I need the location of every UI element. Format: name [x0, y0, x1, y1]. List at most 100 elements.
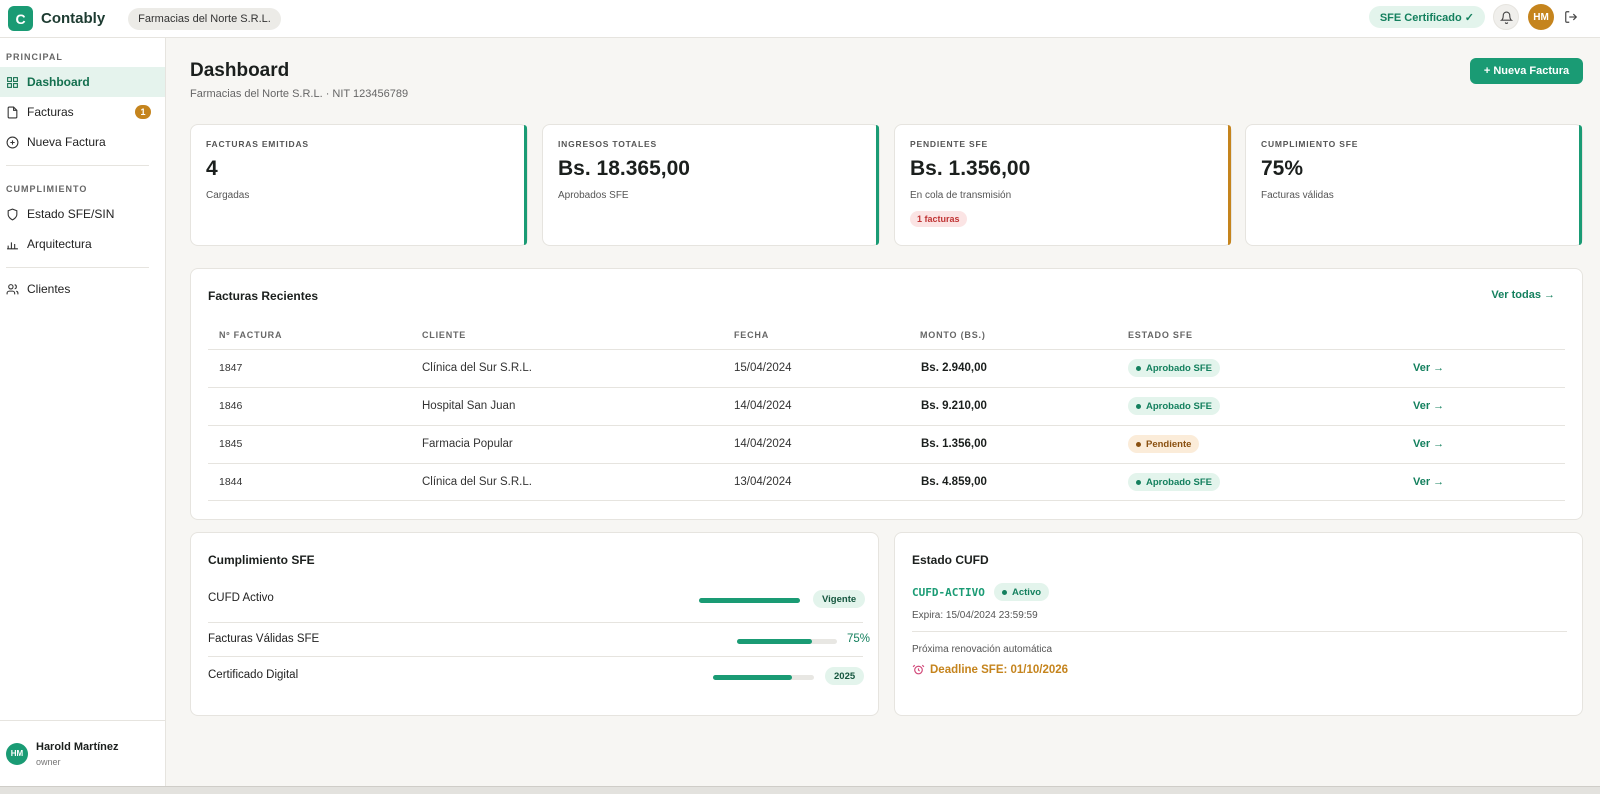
sidebar-item-label: Facturas — [27, 105, 74, 119]
status-label: Pendiente — [1146, 438, 1192, 450]
table-row[interactable]: 1844 Clínica del Sur S.R.L. 13/04/2024 B… — [208, 463, 1565, 501]
progress-bar — [737, 639, 837, 644]
compliance-row-facturas-validas: Facturas Válidas SFE 75% — [208, 622, 870, 656]
top-bar: C Contably Farmacias del Norte S.R.L. SF… — [0, 0, 1600, 38]
view-invoice-link[interactable]: Ver → — [1413, 438, 1445, 450]
sidebar: PRINCIPAL Dashboard Facturas 1 Nueva Fac… — [0, 38, 166, 786]
user-name: Harold Martínez — [36, 740, 119, 753]
sidebar-item-label: Clientes — [27, 282, 71, 296]
sidebar-divider — [6, 267, 149, 268]
pending-count-badge: 1 facturas — [910, 211, 967, 227]
column-header-amount[interactable]: MONTO (BS.) — [920, 330, 986, 340]
recent-invoices-card: Facturas Recientes Ver todas → Nº FACTUR… — [190, 268, 1583, 520]
bell-icon — [1499, 11, 1513, 24]
facturas-count-badge: 1 — [135, 105, 151, 119]
sidebar-item-arquitectura[interactable]: Arquitectura — [0, 229, 165, 259]
sidebar-item-dashboard[interactable]: Dashboard — [0, 67, 165, 97]
divider — [912, 631, 1567, 632]
kpi-value: Bs. 1.356,00 — [910, 157, 1031, 180]
sidebar-section-cumplimiento: CUMPLIMIENTO — [6, 184, 88, 194]
kpi-subtitle: En cola de transmisión — [910, 190, 1012, 201]
table-row[interactable]: 1847 Clínica del Sur S.R.L. 15/04/2024 B… — [208, 349, 1565, 387]
sidebar-section-principal: PRINCIPAL — [6, 52, 63, 62]
page-subtitle: Farmacias del Norte S.R.L. · NIT 1234567… — [190, 88, 409, 100]
view-invoice-link[interactable]: Ver → — [1413, 400, 1445, 412]
status-badge: Aprobado SFE — [1128, 473, 1220, 491]
kpi-value: Bs. 18.365,00 — [558, 157, 690, 180]
invoice-date: 14/04/2024 — [734, 438, 792, 450]
kpi-accent-bar — [1579, 125, 1582, 245]
kpi-value: 4 — [206, 157, 218, 180]
invoice-client: Hospital San Juan — [422, 400, 516, 412]
invoice-date: 13/04/2024 — [734, 476, 792, 488]
column-header-status[interactable]: ESTADO SFE — [1128, 330, 1193, 340]
company-selector[interactable]: Farmacias del Norte S.R.L. — [128, 7, 281, 30]
sfe-deadline: Deadline SFE: 01/10/2026 — [912, 663, 1068, 676]
compliance-title: Cumplimiento SFE — [208, 553, 315, 567]
shield-icon — [7, 208, 18, 221]
logout-button[interactable] — [1558, 4, 1584, 30]
cufd-expiry: Expira: 15/04/2024 23:59:59 — [912, 610, 1038, 621]
sidebar-item-label: Arquitectura — [27, 237, 92, 251]
sidebar-item-label: Nueva Factura — [27, 135, 106, 149]
status-label: Aprobado SFE — [1146, 400, 1212, 412]
new-invoice-button[interactable]: + Nueva Factura — [1470, 58, 1583, 84]
user-role: owner — [36, 756, 61, 767]
invoice-number: 1847 — [219, 362, 243, 374]
compliance-tag: Vigente — [813, 590, 866, 608]
sidebar-item-facturas[interactable]: Facturas 1 — [0, 97, 165, 127]
sidebar-item-clientes[interactable]: Clientes — [0, 274, 165, 304]
avatar: HM — [6, 742, 28, 765]
progress-fill — [737, 639, 812, 644]
users-icon — [6, 283, 19, 294]
notifications-button[interactable] — [1493, 4, 1519, 30]
column-header-number[interactable]: Nº FACTURA — [219, 330, 283, 340]
compliance-row-certificado: Certificado Digital 2025 — [208, 656, 865, 694]
cufd-title: Estado CUFD — [912, 553, 989, 567]
view-invoice-link[interactable]: Ver → — [1413, 476, 1445, 488]
user-avatar-button[interactable]: HM — [1528, 4, 1554, 30]
kpi-subtitle: Cargadas — [206, 190, 250, 201]
column-header-client[interactable]: CLIENTE — [422, 330, 467, 340]
table-row[interactable]: 1846 Hospital San Juan 14/04/2024 Bs. 9.… — [208, 387, 1565, 425]
app-logo[interactable]: C Contably — [8, 6, 105, 31]
invoice-amount: Bs. 1.356,00 — [921, 438, 987, 450]
logo-mark: C — [8, 6, 33, 31]
invoice-date: 14/04/2024 — [734, 400, 792, 412]
status-badge: Aprobado SFE — [1128, 397, 1220, 415]
cufd-status-label: Activo — [1012, 586, 1042, 598]
grid-icon — [7, 76, 18, 88]
table-row[interactable]: 1845 Farmacia Popular 14/04/2024 Bs. 1.3… — [208, 425, 1565, 463]
compliance-tag: 2025 — [825, 667, 865, 685]
status-badge: Pendiente — [1128, 435, 1200, 453]
compliance-card: Cumplimiento SFE CUFD Activo Vigente Fac… — [190, 532, 879, 716]
sidebar-item-label: Estado SFE/SIN — [27, 207, 115, 221]
kpi-value: 75% — [1261, 157, 1304, 180]
see-all-link[interactable]: Ver todas → — [1491, 289, 1555, 301]
cufd-status-card: Estado CUFD CUFD-ACTIVO Activo Expira: 1… — [894, 532, 1583, 716]
view-invoice-link[interactable]: Ver → — [1413, 362, 1445, 374]
invoice-number: 1846 — [219, 400, 243, 412]
invoice-number: 1845 — [219, 438, 243, 450]
sidebar-item-nueva-factura[interactable]: Nueva Factura — [0, 127, 165, 157]
compliance-row-cufd: CUFD Activo Vigente — [208, 580, 866, 618]
deadline-label: Deadline SFE: 01/10/2026 — [930, 663, 1069, 676]
invoice-client: Farmacia Popular — [422, 438, 513, 450]
file-icon — [7, 106, 18, 118]
compliance-label: CUFD Activo — [208, 592, 274, 604]
kpi-accent-bar — [1228, 125, 1231, 245]
column-header-date[interactable]: FECHA — [734, 330, 769, 340]
sidebar-item-estado-sfe[interactable]: Estado SFE/SIN — [0, 199, 165, 229]
invoice-amount: Bs. 4.859,00 — [921, 476, 987, 488]
invoice-number: 1844 — [219, 476, 243, 488]
cufd-code: CUFD-ACTIVO — [912, 586, 985, 599]
status-label: Aprobado SFE — [1146, 362, 1212, 374]
kpi-accent-bar — [876, 125, 879, 245]
kpi-card-cumplimiento-sfe: CUMPLIMIENTO SFE 75% Facturas válidas — [1245, 124, 1583, 246]
cufd-renewal-note: Próxima renovación automática — [912, 644, 1053, 655]
sidebar-item-label: Dashboard — [27, 75, 90, 89]
kpi-label: FACTURAS EMITIDAS — [206, 139, 309, 149]
invoice-client: Clínica del Sur S.R.L. — [422, 476, 532, 488]
kpi-label: INGRESOS TOTALES — [558, 139, 657, 149]
user-profile[interactable]: HM Harold Martínez owner — [0, 720, 165, 786]
